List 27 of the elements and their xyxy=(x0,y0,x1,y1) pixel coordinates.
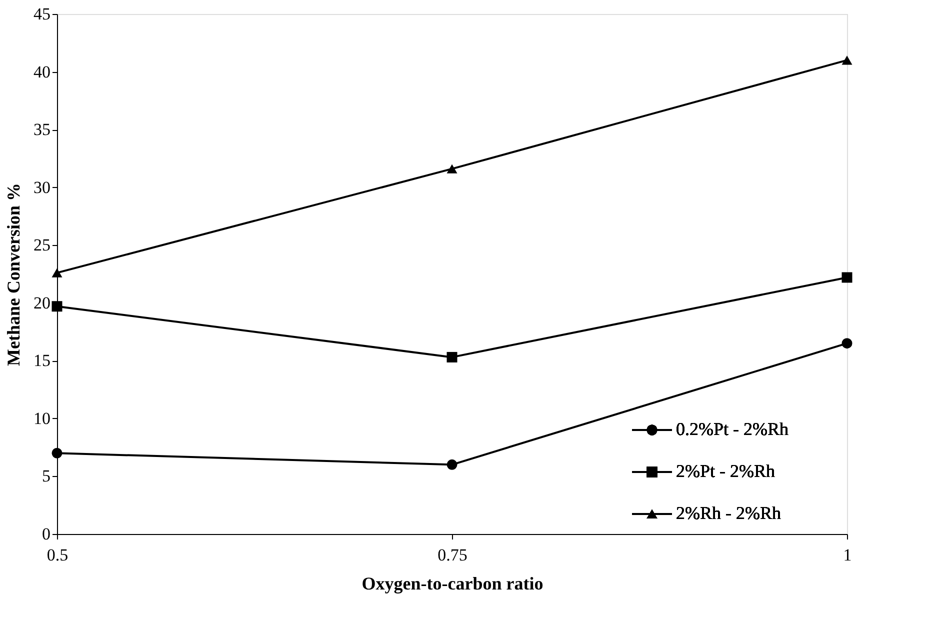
y-tick-label: 15 xyxy=(34,351,50,370)
legend-label: 2%Rh - 2%Rh xyxy=(676,503,781,523)
y-tick-label: 40 xyxy=(34,62,50,82)
point xyxy=(52,448,62,458)
y-tick-label: 45 xyxy=(34,4,50,24)
y-tick-label: 35 xyxy=(34,120,50,140)
y-tick-label: 5 xyxy=(42,466,50,486)
point xyxy=(446,352,458,362)
point xyxy=(446,459,458,470)
point xyxy=(842,338,852,349)
point xyxy=(52,301,62,312)
y-tick-label: 25 xyxy=(34,236,50,255)
y-tick-label: 30 xyxy=(34,178,50,197)
x-tick-label: 1 xyxy=(843,546,852,564)
y-tick-label: 0 xyxy=(42,524,50,544)
point xyxy=(842,56,852,65)
y-tick-label: 10 xyxy=(34,408,50,428)
legend-label: 0.2%Pt - 2%Rh xyxy=(676,419,788,439)
point xyxy=(446,164,458,174)
x-axis-title: Oxygen-to-carbon ratio xyxy=(362,574,544,594)
x-tick-label: 0.5 xyxy=(46,546,68,564)
point xyxy=(842,272,852,283)
point xyxy=(52,268,62,278)
y-tick-label: 20 xyxy=(34,293,50,312)
x-tick-label: 0.75 xyxy=(438,546,468,564)
y-axis-title: Methane Conversion % xyxy=(4,183,24,366)
legend-label: 2%Pt - 2%Rh xyxy=(676,461,775,481)
